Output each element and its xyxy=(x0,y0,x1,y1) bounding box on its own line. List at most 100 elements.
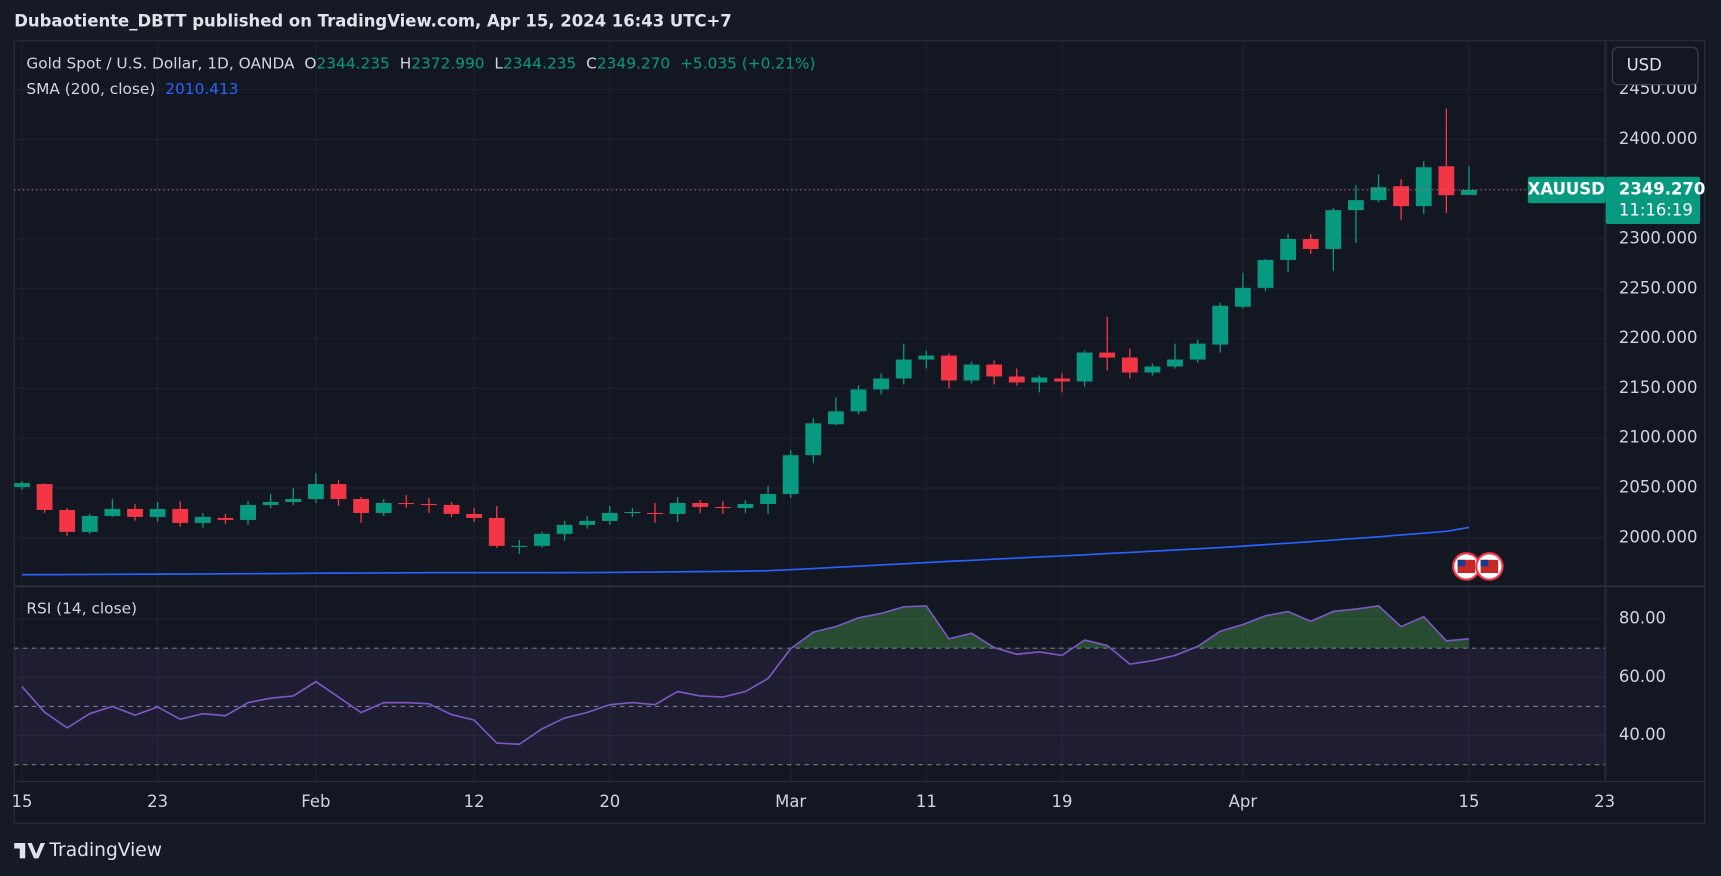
sma-line xyxy=(21,526,1470,576)
publisher-line: Dubaotiente_DBTT published on TradingVie… xyxy=(14,12,732,31)
y-tick-label: 2100.000 xyxy=(1619,428,1698,447)
candle-body xyxy=(669,502,686,514)
candle-body xyxy=(1008,376,1025,383)
candle-body xyxy=(760,494,776,504)
candle-body xyxy=(827,411,844,425)
sma-value: 2010.413 xyxy=(165,79,238,97)
y-tick-label: 60.00 xyxy=(1619,667,1666,686)
candle-body xyxy=(443,504,460,514)
logo-mark xyxy=(14,843,46,859)
candle-body xyxy=(895,359,912,379)
y-tick-label: 2250.000 xyxy=(1619,278,1698,297)
candle-body xyxy=(556,524,573,534)
candle-body xyxy=(1167,359,1183,367)
candle-body xyxy=(1076,352,1093,382)
x-tick-label: Mar xyxy=(775,792,806,811)
x-tick-label: Feb xyxy=(301,792,330,811)
candle-body xyxy=(104,508,121,516)
y-tick-label: 2300.000 xyxy=(1619,229,1698,248)
candle-body xyxy=(511,545,528,547)
x-tick-label: 15 xyxy=(11,792,32,811)
candle-body xyxy=(601,512,618,521)
candle-body xyxy=(941,355,957,381)
candle-body xyxy=(330,484,347,500)
grid-layer xyxy=(14,41,1606,782)
candle-body xyxy=(647,512,663,515)
candle-body xyxy=(240,504,256,520)
candle-body xyxy=(737,503,754,508)
candle-body xyxy=(127,508,143,517)
candle-body xyxy=(1234,287,1251,307)
candle-body xyxy=(1121,357,1138,373)
candle-body xyxy=(1054,378,1070,382)
legend-label: L xyxy=(494,54,503,72)
candle-body xyxy=(873,378,890,390)
x-tick-label: 20 xyxy=(599,792,620,811)
countdown-label: 11:16:19 xyxy=(1619,200,1693,219)
candle-body xyxy=(624,511,641,514)
legend-value: 2372.990 xyxy=(411,54,484,72)
candle-body xyxy=(375,502,392,513)
y-tick-label: 2000.000 xyxy=(1619,527,1698,546)
candle-body xyxy=(353,499,370,513)
candle-body xyxy=(59,509,76,532)
candle-body xyxy=(307,484,324,500)
candle-body xyxy=(534,533,550,546)
legend-value: 2344.235 xyxy=(317,54,390,72)
flag-canton xyxy=(1480,559,1489,567)
candle-body xyxy=(1325,210,1342,249)
candle-body xyxy=(217,517,234,520)
axis-layer: 2000.000 2050.000 2100.000 2150.000 2200.000… xyxy=(11,79,1705,811)
legend-value: 2344.235 xyxy=(503,54,576,72)
candle-body xyxy=(285,499,302,502)
candle-body xyxy=(466,513,483,518)
x-tick-label: 23 xyxy=(1594,792,1615,811)
flag-canton xyxy=(1457,559,1466,567)
currency-box[interactable] xyxy=(1611,46,1699,86)
currency-button[interactable]: USD xyxy=(1611,46,1699,86)
candle-body xyxy=(986,364,1003,377)
rsi-line xyxy=(21,605,1470,746)
candle-body xyxy=(918,355,935,360)
candle-body xyxy=(1348,200,1364,211)
candle-body xyxy=(1031,377,1048,383)
y-tick-label: 2050.000 xyxy=(1619,478,1698,497)
rsi-pane xyxy=(14,605,1606,766)
candle-body xyxy=(1393,186,1410,207)
symbol-tag xyxy=(1527,176,1606,204)
candle-body xyxy=(194,516,211,523)
candle-body xyxy=(1189,343,1206,360)
candle-body xyxy=(1415,167,1432,207)
candle-body xyxy=(149,508,166,517)
candle-body xyxy=(805,423,822,456)
brand-name: TradingView xyxy=(48,840,162,861)
candle-body xyxy=(1099,352,1116,358)
rsi-title: RSI (14, close) xyxy=(26,600,137,618)
sma-title: SMA (200, close) xyxy=(26,79,155,97)
currency-label[interactable]: USD xyxy=(1627,55,1662,74)
candle-body xyxy=(488,517,505,546)
candle-body xyxy=(421,503,437,506)
price-tag-label: 2349.270 xyxy=(1619,179,1705,198)
symbol-legend: Gold Spot / U.S. Dollar, 1D, OANDA O2344.… xyxy=(26,54,815,72)
footer-logo: TradingView xyxy=(14,840,162,861)
candle-body xyxy=(1302,239,1319,249)
x-tick-label: 11 xyxy=(916,792,937,811)
candle-body xyxy=(850,389,867,412)
candle-body xyxy=(81,515,98,532)
candle-body xyxy=(579,520,596,525)
x-tick-label: 23 xyxy=(147,792,168,811)
y-tick-label: 2200.000 xyxy=(1619,328,1698,347)
candle-body xyxy=(1257,259,1274,288)
event-icons[interactable] xyxy=(1452,552,1504,581)
legend-value: 2349.270 xyxy=(597,54,670,72)
x-tick-label: Apr xyxy=(1229,792,1258,811)
candle-body xyxy=(1370,187,1387,201)
candle-body xyxy=(1212,305,1229,345)
candle-body xyxy=(1461,189,1477,195)
sma-legend: SMA (200, close) 2010.413 xyxy=(26,79,238,97)
candle-body xyxy=(14,483,30,488)
price-tag xyxy=(1605,176,1701,224)
